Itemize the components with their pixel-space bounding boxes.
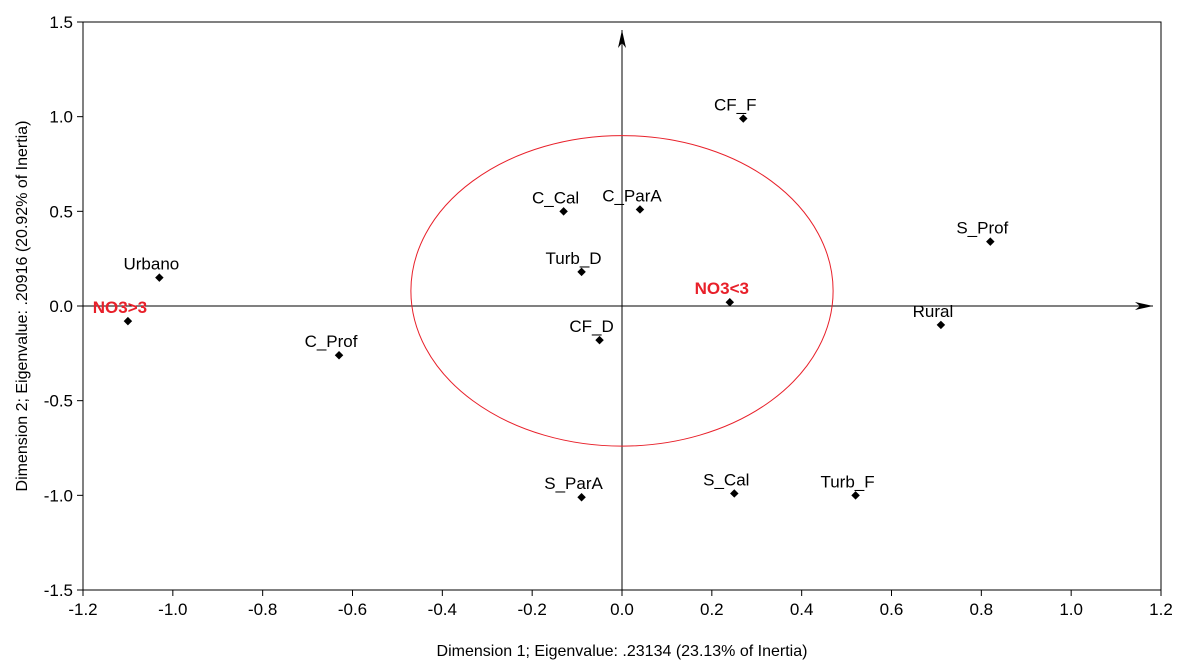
data-point-marker [739, 114, 748, 123]
data-point-marker [123, 316, 133, 326]
data-point-label: S_Prof [956, 219, 1008, 238]
data-point-marker [725, 297, 735, 307]
y-tick-label: 0.5 [49, 202, 73, 221]
data-points: CF_F C_Cal C_ParA S_Prof Urbano Turb_D NO3<3 NO… [93, 96, 1009, 502]
data-point-label: NO3>3 [93, 298, 147, 317]
x-tick-label: 1.2 [1149, 600, 1173, 619]
data-point-label: S_ParA [544, 474, 603, 493]
data-point-marker [986, 237, 995, 246]
data-point-label: NO3<3 [695, 279, 749, 298]
y-axis-ticks: -1.5 -1.0 -0.5 0.0 0.5 1.0 1.5 [44, 13, 83, 600]
y-tick-label: -1.5 [44, 581, 73, 600]
data-point-marker [334, 350, 344, 360]
data-point-marker [936, 320, 946, 330]
y-tick-label: 1.5 [49, 13, 73, 32]
y-tick-label: -1.0 [44, 486, 73, 505]
data-point-label: Turb_D [546, 249, 602, 268]
data-point-marker [595, 335, 604, 345]
x-tick-label: 0.6 [880, 600, 904, 619]
data-point-marker [730, 489, 739, 498]
x-tick-label: 1.0 [1059, 600, 1083, 619]
data-point-marker [635, 205, 645, 214]
data-point-label: CF_F [714, 96, 757, 115]
data-point-marker [577, 492, 586, 502]
x-tick-label: 0.2 [700, 600, 724, 619]
data-point-marker [155, 273, 164, 282]
data-point-label: C_ParA [602, 186, 662, 205]
y-tick-label: -0.5 [44, 392, 73, 411]
confidence-ellipse [410, 135, 834, 447]
data-point-label: S_Cal [703, 470, 749, 489]
x-axis-title: Dimension 1; Eigenvalue: .23134 (23.13% … [437, 643, 808, 660]
x-arrow-icon [1135, 302, 1153, 310]
x-axis-ticks: -1.2 -1.0 -0.8 -0.6 -0.4 -0.2 0.0 0.2 0.4 0.6 0.8 1… [68, 590, 1173, 619]
data-point-label: Urbano [123, 255, 179, 274]
x-tick-label: -1.0 [158, 600, 187, 619]
x-tick-label: 0.0 [610, 600, 634, 619]
x-tick-label: 0.4 [790, 600, 814, 619]
x-tick-label: -0.6 [338, 600, 367, 619]
x-tick-label: -0.4 [428, 600, 457, 619]
x-tick-label: 0.8 [970, 600, 994, 619]
data-point-label: CF_D [569, 317, 613, 336]
data-point-label: C_Cal [532, 188, 579, 207]
data-point-label: Turb_F [820, 472, 874, 491]
ellipse-layer [410, 135, 834, 447]
y-axis-title: Dimension 2; Eigenvalue: .20916 (20.92% … [14, 121, 31, 492]
data-point-marker [851, 491, 860, 500]
x-tick-label: -1.2 [68, 600, 97, 619]
y-tick-label: 0.0 [49, 297, 73, 316]
y-tick-label: 1.0 [49, 108, 73, 127]
data-point-marker [559, 207, 568, 216]
data-point-marker [577, 267, 586, 277]
data-point-label: Rural [913, 302, 954, 321]
x-tick-label: -0.2 [518, 600, 547, 619]
x-tick-label: -0.8 [248, 600, 277, 619]
y-arrow-icon [618, 30, 626, 48]
origin-axes [83, 30, 1153, 590]
data-point-label: C_Prof [305, 332, 358, 351]
